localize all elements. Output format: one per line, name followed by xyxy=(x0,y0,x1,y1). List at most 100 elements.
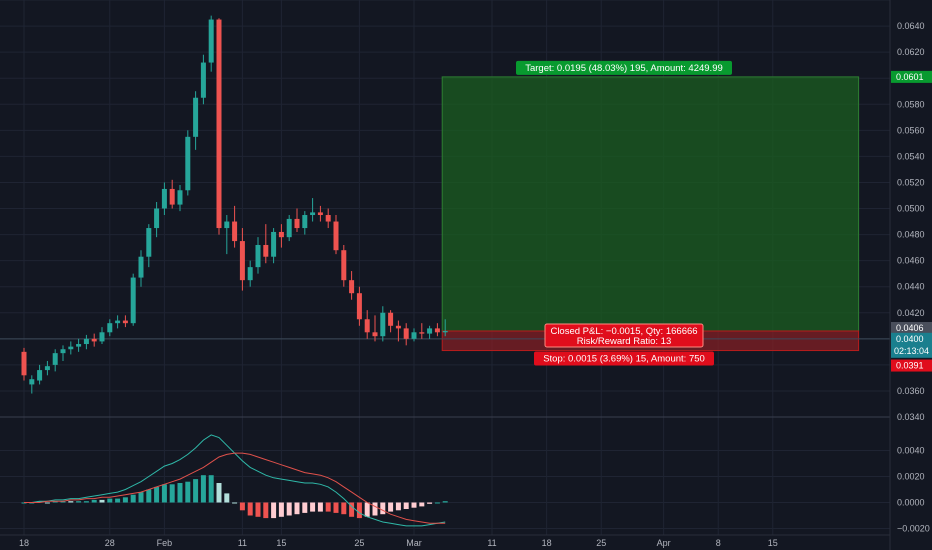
macd-histogram-bar xyxy=(395,502,401,511)
macd-histogram-bar xyxy=(185,481,191,503)
signal-line xyxy=(24,452,446,524)
macd-histogram-bar xyxy=(232,502,238,504)
macd-histogram-bar xyxy=(434,502,440,504)
macd-histogram-bar xyxy=(115,498,121,503)
candle-body xyxy=(91,338,97,342)
candle-body xyxy=(185,136,191,191)
candle-body xyxy=(83,338,89,345)
candle-body xyxy=(419,332,425,334)
macd-histogram-bar xyxy=(341,502,347,515)
candle-body xyxy=(271,231,277,257)
long-position-tool[interactable] xyxy=(441,76,860,352)
price-tick-label: 0.0480 xyxy=(897,230,925,240)
time-tick-label: Mar xyxy=(406,538,422,548)
macd-indicator xyxy=(21,434,448,527)
price-tick-label: 0.0500 xyxy=(897,204,925,214)
candle-body xyxy=(294,218,300,229)
price-tick-label: 0.0440 xyxy=(897,282,925,292)
macd-histogram-bar xyxy=(442,501,448,503)
candle-body xyxy=(208,19,214,63)
candle-body xyxy=(302,215,308,229)
price-tick-label: 0.0580 xyxy=(897,99,925,109)
candle-body xyxy=(442,330,448,333)
time-tick-label: 25 xyxy=(596,538,606,548)
candle-body xyxy=(434,328,440,333)
candle-body xyxy=(395,325,401,329)
candle-body xyxy=(146,228,152,257)
time-tick-label: 8 xyxy=(716,538,721,548)
last-price-tag: 0.0406 xyxy=(896,323,924,333)
macd-histogram-bar xyxy=(154,486,160,503)
price-tick-label: 0.0460 xyxy=(897,256,925,266)
candle-body xyxy=(317,212,323,216)
current-price-tag-bg xyxy=(891,332,932,358)
macd-histogram-bar xyxy=(364,502,370,517)
macd-histogram-bar xyxy=(146,489,152,503)
candle-body xyxy=(263,244,269,257)
macd-histogram-bar xyxy=(271,502,277,519)
macd-histogram-bar xyxy=(37,501,43,503)
time-tick-label: 18 xyxy=(542,538,552,548)
macd-histogram-bar xyxy=(130,494,136,503)
position-labels: Target: 0.0195 (48.03%) 195, Amount: 424… xyxy=(516,60,732,366)
macd-histogram-bar xyxy=(302,502,308,513)
time-tick-label: 11 xyxy=(238,538,247,548)
time-tick-label: 25 xyxy=(354,538,364,548)
price-tick-label: 0.0520 xyxy=(897,177,925,187)
candle-body xyxy=(310,212,316,216)
candle-body xyxy=(138,256,144,278)
candle-body xyxy=(286,218,292,238)
stop-label-box xyxy=(534,351,714,366)
candlestick-series xyxy=(21,15,448,394)
candle-body xyxy=(193,97,199,137)
candle-body xyxy=(388,312,394,326)
candle-body xyxy=(411,332,417,339)
macd-histogram-bar xyxy=(177,483,183,503)
candle-body xyxy=(130,277,136,324)
macd-histogram-bar xyxy=(419,502,425,507)
time-tick-label: 28 xyxy=(105,538,115,548)
time-axis[interactable]: 18 28 Feb 11 15 25 Mar 11 18 25 Apr 8 15 xyxy=(19,538,778,548)
candle-body xyxy=(177,190,183,205)
macd-histogram-bar xyxy=(247,502,253,516)
macd-histogram-bar xyxy=(325,502,331,512)
time-tick-label: 18 xyxy=(19,538,29,548)
macd-histogram-bar xyxy=(333,502,339,513)
price-tick-label: 0.0560 xyxy=(897,125,925,135)
macd-tick-label: −0.0020 xyxy=(897,524,930,534)
stop-price-tag-bg xyxy=(891,359,932,372)
stop-price-tag: 0.0391 xyxy=(896,361,924,371)
macd-tick-label: 0.0000 xyxy=(897,498,925,508)
candle-body xyxy=(349,280,355,294)
price-tick-label: 0.0340 xyxy=(897,412,925,422)
macd-tick-label: 0.0040 xyxy=(897,446,925,456)
macd-histogram-bar xyxy=(208,475,214,503)
candle-body xyxy=(76,344,82,347)
target-label-box xyxy=(516,60,732,75)
macd-histogram-bar xyxy=(411,502,417,508)
candle-body xyxy=(364,319,370,333)
price-tick-label: 0.0640 xyxy=(897,21,925,31)
macd-histogram-bar xyxy=(255,502,261,517)
macd-histogram-bar xyxy=(278,502,284,517)
candle-body xyxy=(255,244,261,268)
macd-histogram-bar xyxy=(161,484,167,503)
candle-body xyxy=(99,332,105,342)
target-zone[interactable] xyxy=(441,76,860,332)
candle-body xyxy=(278,231,284,238)
macd-histogram-bar xyxy=(193,479,199,503)
time-tick-label: Feb xyxy=(157,538,173,548)
macd-histogram-bar xyxy=(68,501,74,503)
candle-body xyxy=(44,366,50,371)
candle-body xyxy=(403,328,409,339)
candle-body xyxy=(68,346,74,350)
candle-body xyxy=(372,332,378,337)
price-tick-label: 0.0540 xyxy=(897,151,925,161)
candle-body xyxy=(341,250,347,281)
target-price-tag: 0.0601 xyxy=(896,72,924,82)
candle-body xyxy=(239,241,245,281)
macd-histogram-bar xyxy=(224,493,230,503)
candle-body xyxy=(325,215,331,222)
candle-body xyxy=(37,370,43,381)
